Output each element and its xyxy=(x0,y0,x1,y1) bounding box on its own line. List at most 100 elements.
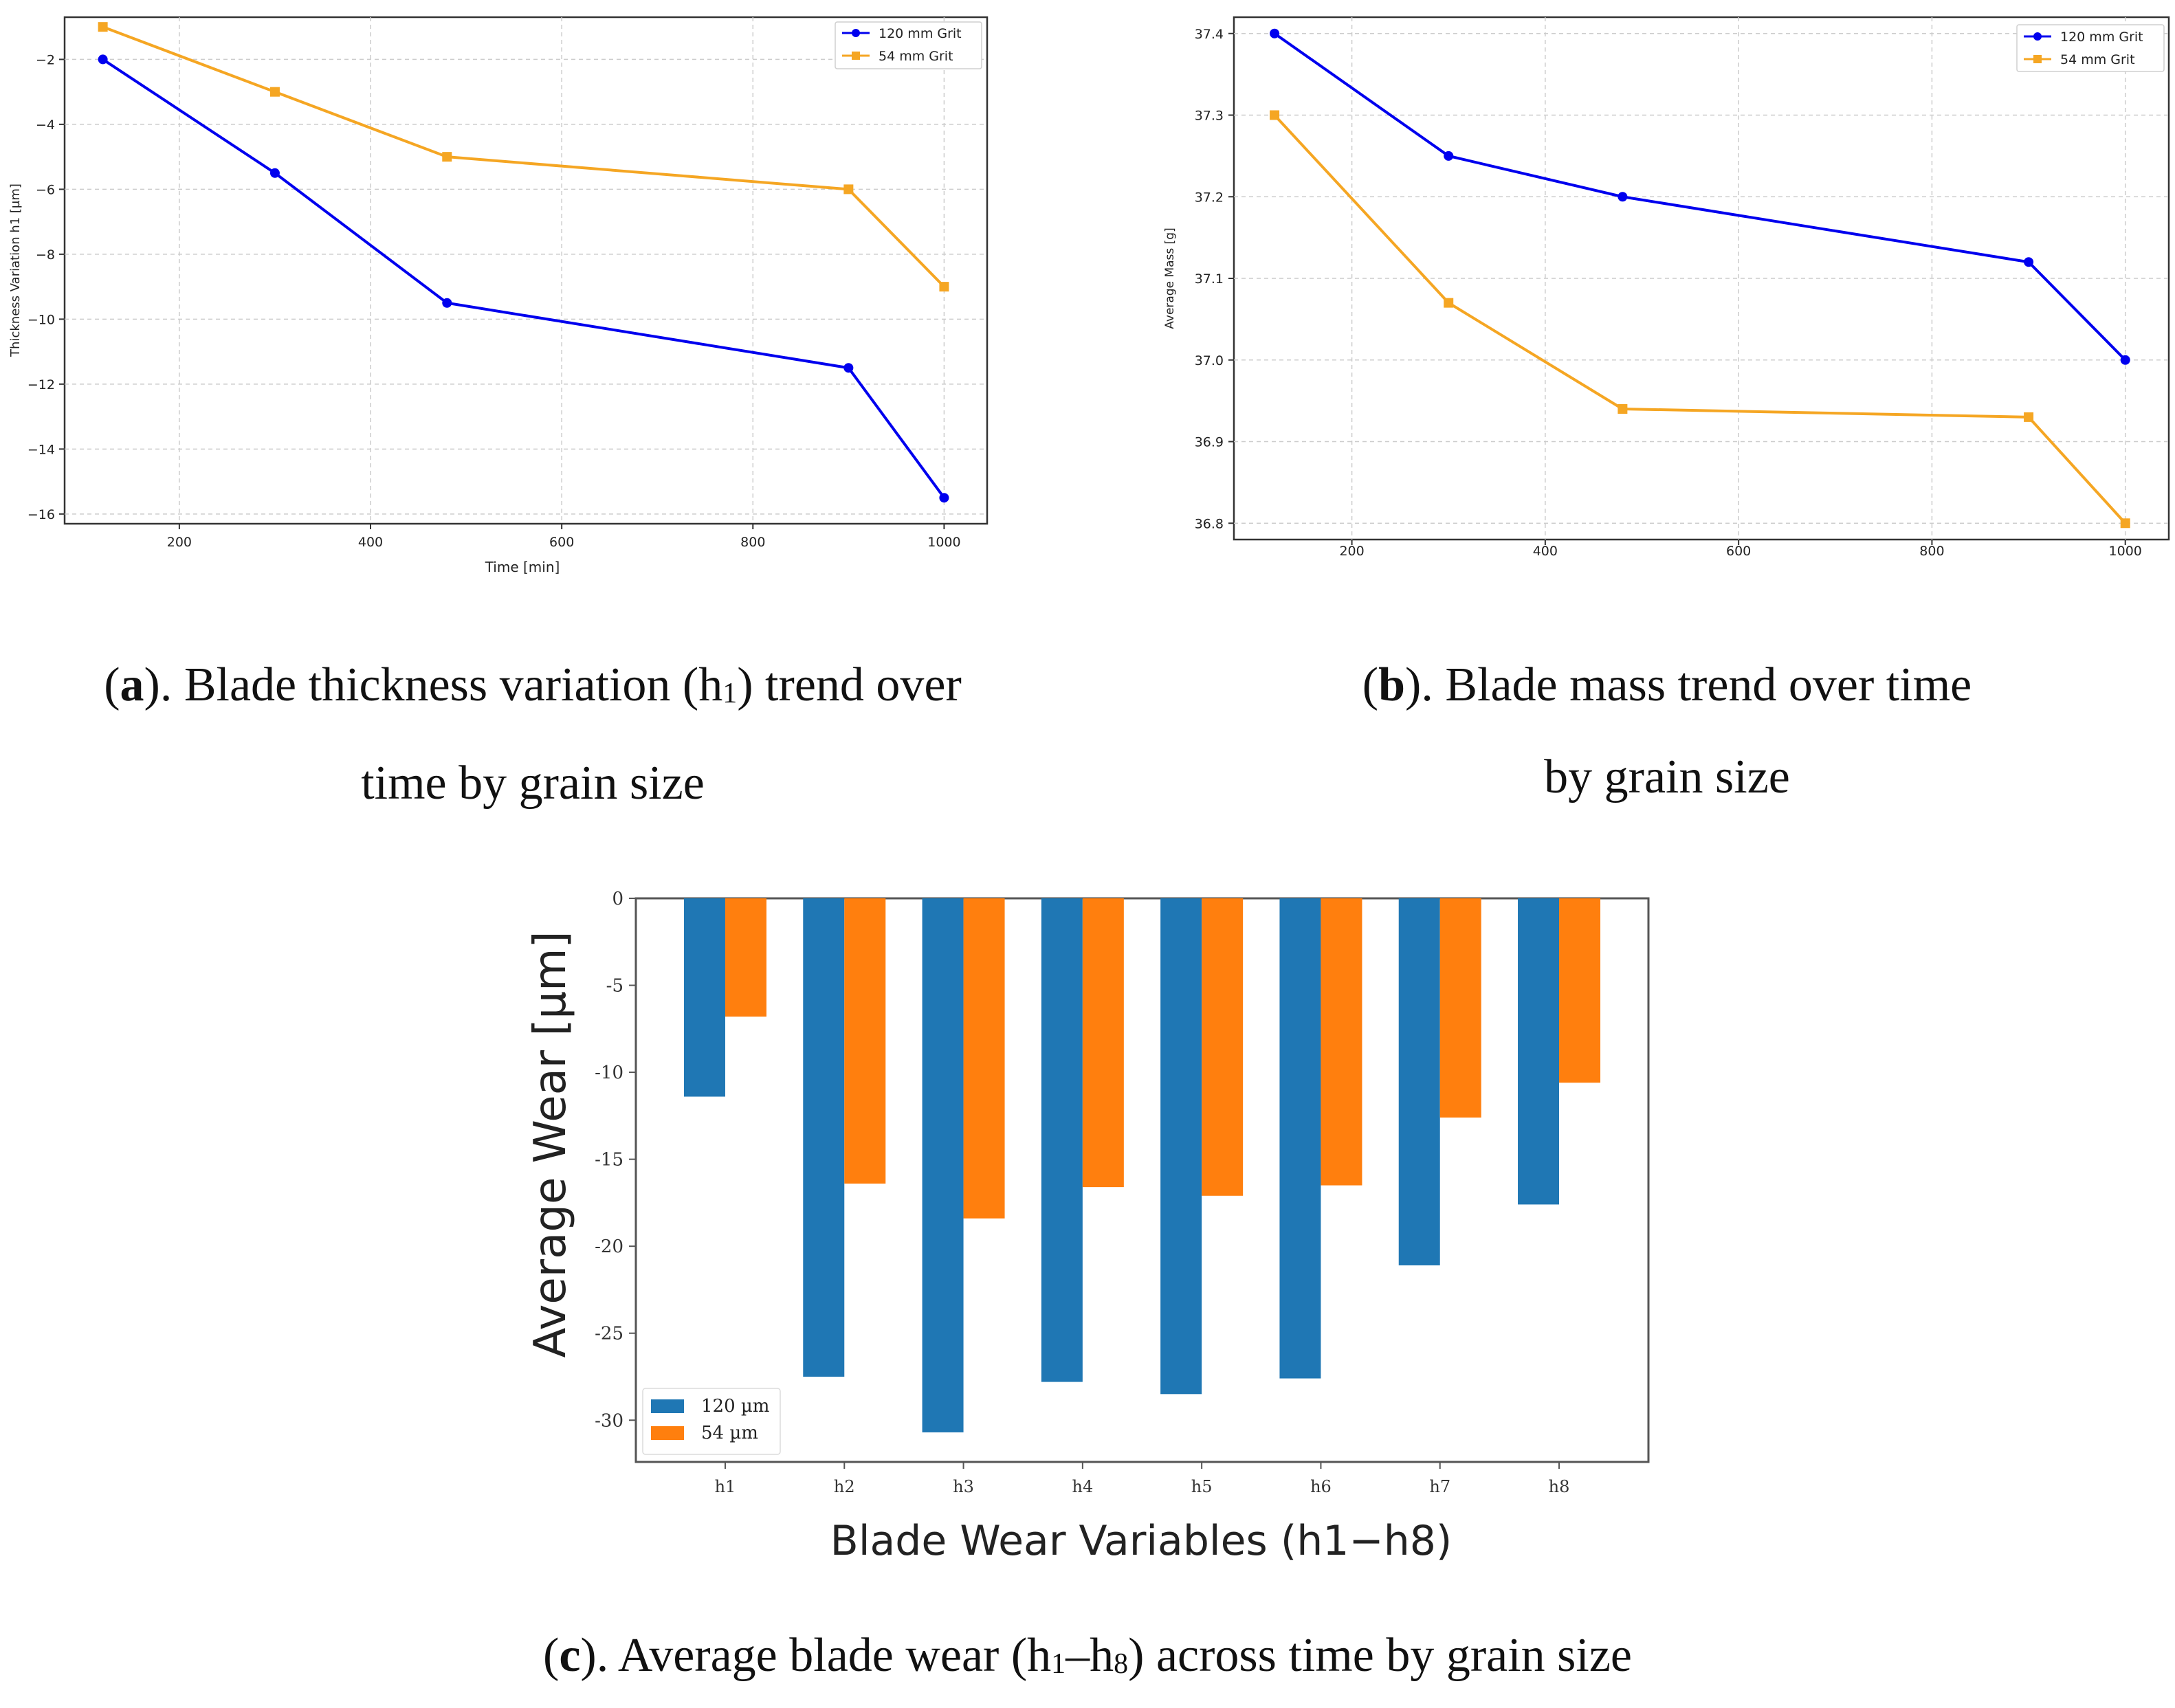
c-ytick-label-6: -30 xyxy=(595,1410,623,1431)
c-bar-h1-1 xyxy=(725,898,766,1017)
panel-b-legend-label-120: 120 mm Grit xyxy=(2060,30,2143,45)
a-point-1-3 xyxy=(843,184,854,195)
caption-b-line1: (b). Blade mass trend over time xyxy=(1362,658,1972,711)
panel-a-legend: 120 mm Grit 54 mm Grit xyxy=(835,21,982,69)
a-point-0-0 xyxy=(98,54,108,65)
b-point-1-4 xyxy=(2120,518,2130,529)
panel-a-legend-marker-120 xyxy=(852,29,860,37)
b-point-0-4 xyxy=(2120,355,2130,365)
c-bar-h8-0 xyxy=(1518,898,1560,1205)
panel-c-legend-label-54: 54 µm xyxy=(701,1423,758,1443)
c-xtick-label-h5: h5 xyxy=(1191,1477,1213,1496)
caption-b-letter: b xyxy=(1378,658,1406,711)
panel-c-legend-swatch-54 xyxy=(651,1426,684,1440)
panel-a-ylabel: Thickness Variation h1 [µm] xyxy=(8,184,23,357)
b-ytick-label-0: 37.4 xyxy=(1195,27,1224,42)
b-ytick-label-2: 37.2 xyxy=(1195,190,1224,205)
a-xtick-label-600: 600 xyxy=(549,535,574,550)
c-ytick-label-3: -15 xyxy=(595,1150,623,1171)
panel-b-legend-marker-54 xyxy=(2033,55,2042,63)
a-point-1-4 xyxy=(939,282,949,292)
c-bar-h7-0 xyxy=(1398,898,1440,1266)
panel-c-legend: 120 µm 54 µm xyxy=(642,1388,781,1455)
panel-a-thickness-chart: 200 400 600 800 1000 −2 −4 −6 −8 −10 −12 −14 −16 Tim… xyxy=(8,16,989,575)
a-ytick-label-1: −4 xyxy=(36,118,55,133)
b-point-1-3 xyxy=(2024,412,2034,422)
c-bar-h6-0 xyxy=(1279,898,1321,1379)
panel-a-legend-label-120: 120 mm Grit xyxy=(879,26,962,41)
panel-a-ticks: 200 400 600 800 1000 −2 −4 −6 −8 −10 −12 −14 −16 xyxy=(27,52,961,550)
b-xtick-label-200: 200 xyxy=(1339,544,1364,559)
a-ytick-label-0: −2 xyxy=(36,52,55,67)
a-ytick-label-6: −14 xyxy=(27,442,55,457)
b-ytick-label-6: 36.8 xyxy=(1195,516,1224,531)
panel-c-legend-swatch-120 xyxy=(651,1399,684,1413)
caption-c-letter: c xyxy=(559,1629,581,1682)
c-xtick-label-h2: h2 xyxy=(834,1477,855,1496)
panel-a-series xyxy=(98,22,949,503)
a-ytick-label-5: −12 xyxy=(27,377,55,392)
c-ytick-label-0: 0 xyxy=(612,889,623,909)
panel-b-mass-chart: 200 400 600 800 1000 37.4 37.3 37.2 37.1 37.0 36.9… xyxy=(1163,16,2170,559)
b-ytick-label-4: 37.0 xyxy=(1195,353,1224,368)
b-xtick-label-800: 800 xyxy=(1919,544,1944,559)
panel-a-grid xyxy=(65,17,987,524)
b-ytick-label-3: 37.1 xyxy=(1195,271,1224,287)
a-ytick-label-3: −8 xyxy=(36,247,55,263)
a-xtick-label-400: 400 xyxy=(358,535,383,550)
caption-b-line2: by grain size xyxy=(1544,751,1790,803)
c-xtick-label-h3: h3 xyxy=(953,1477,974,1496)
c-xtick-label-h1: h1 xyxy=(715,1477,736,1496)
panel-b-grid xyxy=(1234,17,2169,540)
b-xtick-label-600: 600 xyxy=(1726,544,1751,559)
panel-c-plot-area xyxy=(634,897,1650,1463)
caption-a-line2: time by grain size xyxy=(361,757,705,810)
c-ytick-label-2: -10 xyxy=(595,1063,623,1083)
panel-b-legend: 120 mm Grit 54 mm Grit xyxy=(2016,24,2165,72)
c-ytick-label-5: -25 xyxy=(595,1324,623,1344)
panel-b-ticks: 200 400 600 800 1000 37.4 37.3 37.2 37.1 37.0 36.9… xyxy=(1195,27,2142,559)
panel-b-ylabel: Average Mass [g] xyxy=(1163,228,1177,329)
panel-a-legend-label-54: 54 mm Grit xyxy=(879,49,953,64)
caption-c-line1: (c). Average blade wear (h1–h8) across t… xyxy=(543,1629,1632,1682)
c-bar-h8-1 xyxy=(1559,898,1601,1083)
panel-c-legend-label-120: 120 µm xyxy=(701,1396,769,1417)
caption-a-line1: (a). Blade thickness variation (h1) tren… xyxy=(104,658,962,711)
a-point-1-0 xyxy=(98,22,108,32)
panel-c-wear-bar-chart: 0 -5 -10 -15 -20 -25 -30 h1 h2 h3 h4 h5 h6 h7 h8 Blade… xyxy=(525,889,1650,1565)
c-xtick-label-h4: h4 xyxy=(1072,1477,1093,1496)
panel-a-legend-marker-54 xyxy=(852,52,860,60)
b-point-1-0 xyxy=(1270,110,1280,120)
b-ytick-label-5: 36.9 xyxy=(1195,435,1224,450)
b-ytick-label-1: 37.3 xyxy=(1195,109,1224,124)
a-point-1-1 xyxy=(269,87,280,97)
c-ytick-label-4: -20 xyxy=(595,1236,623,1257)
c-bar-h3-1 xyxy=(963,898,1005,1219)
c-bar-h7-1 xyxy=(1439,898,1481,1118)
c-bar-h4-1 xyxy=(1082,898,1124,1188)
b-xtick-label-1000: 1000 xyxy=(2109,544,2142,559)
panel-c-bars xyxy=(683,898,1601,1432)
b-point-1-1 xyxy=(1444,298,1454,308)
b-point-1-2 xyxy=(1618,404,1628,414)
b-point-0-0 xyxy=(1270,28,1280,38)
c-bar-h5-0 xyxy=(1160,898,1202,1395)
c-bar-h6-1 xyxy=(1321,898,1362,1186)
panel-b-legend-label-54: 54 mm Grit xyxy=(2060,52,2135,67)
c-xtick-label-h6: h6 xyxy=(1310,1477,1332,1496)
panel-c-ticks: 0 -5 -10 -15 -20 -25 -30 h1 h2 h3 h4 h5 h6 h7 h8 xyxy=(595,889,1569,1496)
a-ytick-label-2: −6 xyxy=(36,182,55,197)
c-bar-h1-0 xyxy=(683,898,725,1097)
a-xtick-label-800: 800 xyxy=(740,535,765,550)
c-bar-h5-1 xyxy=(1202,898,1244,1196)
a-point-0-2 xyxy=(442,298,452,308)
b-point-0-3 xyxy=(2024,257,2034,267)
b-point-0-2 xyxy=(1618,192,1628,202)
caption-a: (a). Blade thickness variation (h1) tren… xyxy=(0,639,1066,830)
panel-a-plot-area xyxy=(63,16,989,525)
c-ytick-label-1: -5 xyxy=(606,976,623,997)
panel-b-series xyxy=(1270,28,2130,529)
panel-b-legend-marker-120 xyxy=(2033,32,2042,41)
b-point-0-1 xyxy=(1444,151,1454,161)
